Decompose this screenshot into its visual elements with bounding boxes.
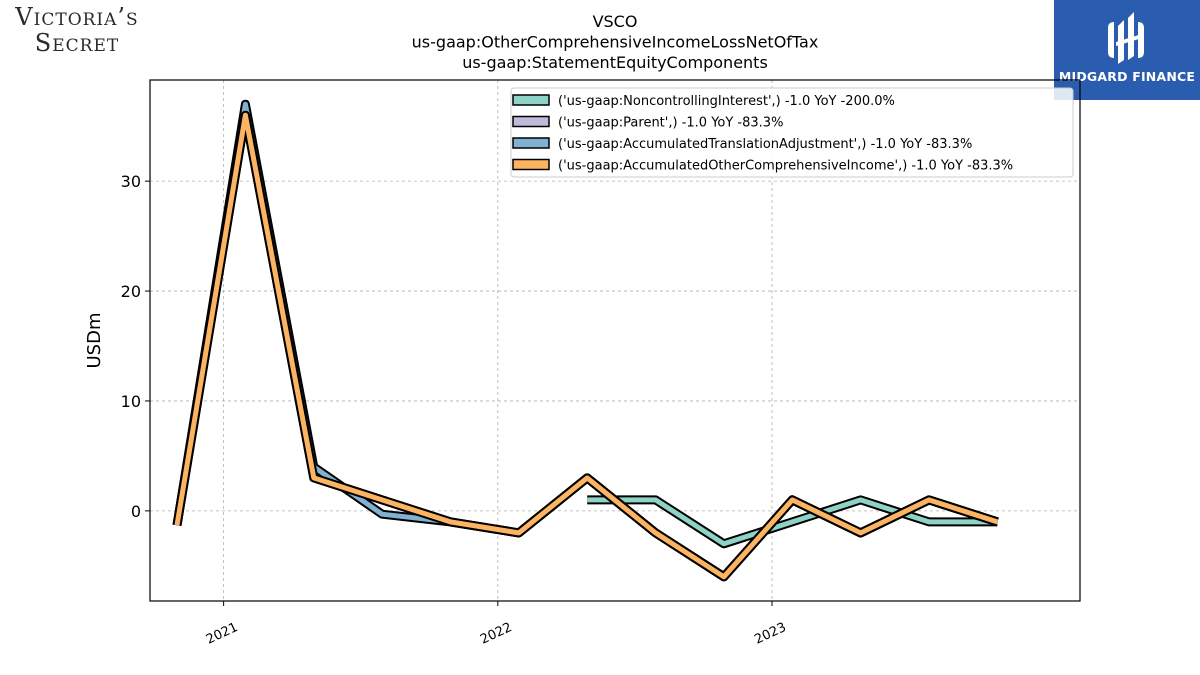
y-tick-label: 10 — [121, 392, 141, 411]
x-tick-label: 2023 — [752, 620, 788, 648]
y-tick-label: 30 — [121, 172, 141, 191]
logo-line-2: Secret — [34, 29, 120, 57]
y-axis-label: USDm — [84, 313, 105, 369]
midgard-finance-logo: MIDGARD FINANCE — [1054, 0, 1200, 100]
midgard-emblem-icon — [1108, 12, 1144, 64]
legend-label-3: ('us-gaap:AccumulatedTranslationAdjustme… — [558, 137, 972, 152]
title-line-1: VSCO — [593, 12, 638, 31]
title-line-3: us-gaap:StatementEquityComponents — [462, 53, 768, 72]
x-tick-label: 2022 — [478, 620, 514, 648]
series-area — [172, 99, 999, 582]
x-tick-label: 2021 — [204, 620, 240, 648]
y-tick-label: 0 — [131, 502, 141, 521]
legend-swatch-2 — [512, 115, 550, 128]
logo-line-1: Victoria’s — [15, 3, 139, 31]
legend: ('us-gaap:NoncontrollingInterest',) -1.0… — [510, 87, 1074, 178]
victorias-secret-logo: Victoria’s Secret — [6, 4, 148, 56]
series-line-1 — [587, 497, 998, 547]
chart-title: VSCO us-gaap:OtherComprehensiveIncomeLoss… — [412, 12, 819, 72]
legend-swatch-1 — [512, 94, 550, 106]
midgard-finance-label: MIDGARD FINANCE — [1058, 69, 1196, 84]
legend-label-1: ('us-gaap:NoncontrollingInterest',) -1.0… — [558, 94, 895, 109]
plot-frame — [149, 79, 1081, 602]
legend-label-2: ('us-gaap:Parent',) -1.0 YoY -83.3% — [558, 116, 783, 131]
legend-box — [510, 87, 1074, 178]
legend-label-4: ('us-gaap:AccumulatedOtherComprehensiveI… — [558, 159, 1013, 174]
legend-swatch-4 — [512, 158, 550, 171]
y-tick-label: 20 — [121, 282, 141, 301]
legend-swatch-3 — [512, 137, 550, 149]
title-line-2: us-gaap:OtherComprehensiveIncomeLossNetO… — [412, 33, 819, 52]
